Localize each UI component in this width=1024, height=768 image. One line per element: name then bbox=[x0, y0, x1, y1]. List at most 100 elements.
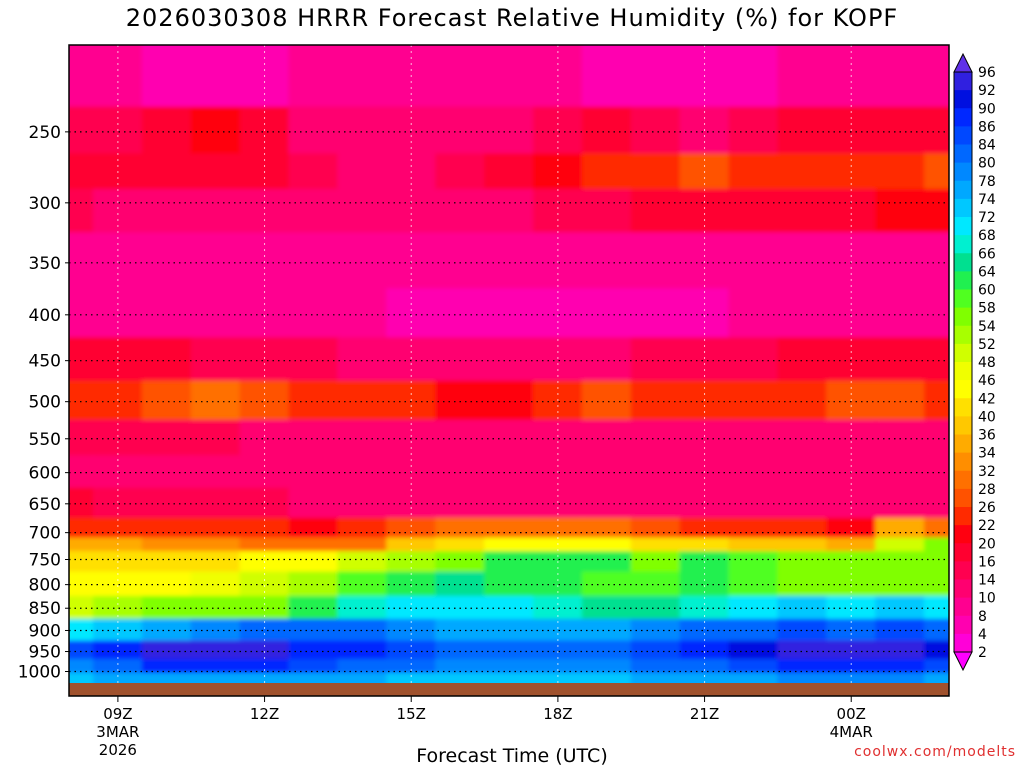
heatmap-cell bbox=[826, 419, 877, 457]
heatmap-cell bbox=[679, 672, 730, 683]
colorbar-segment bbox=[954, 434, 972, 454]
heatmap-cell bbox=[581, 517, 632, 539]
heatmap-cell bbox=[924, 380, 949, 421]
heatmap-cell bbox=[924, 419, 949, 457]
heatmap-cell bbox=[777, 517, 828, 539]
heatmap-cell bbox=[288, 153, 339, 190]
heatmap-cell bbox=[484, 153, 534, 190]
heatmap-cell bbox=[69, 380, 94, 421]
colorbar-label: 26 bbox=[978, 500, 996, 516]
heatmap-cell bbox=[435, 537, 486, 553]
heatmap-cell bbox=[875, 380, 926, 421]
heatmap-cell bbox=[337, 188, 388, 234]
heatmap-cell bbox=[777, 618, 828, 642]
colorbar-segment bbox=[954, 235, 972, 254]
heatmap-cell bbox=[777, 551, 828, 573]
heatmap-cell bbox=[435, 153, 486, 190]
colorbar-segment bbox=[954, 561, 972, 581]
colorbar-segment bbox=[954, 507, 972, 526]
heatmap-cell bbox=[141, 153, 192, 190]
credit-text[interactable]: coolwx.com/modelts bbox=[854, 744, 1016, 760]
colorbar-segment bbox=[954, 362, 972, 381]
x-tick-label: 18Z bbox=[543, 705, 572, 723]
colorbar-label: 86 bbox=[978, 119, 996, 135]
heatmap-cell bbox=[630, 153, 681, 190]
heatmap-cell bbox=[92, 45, 143, 108]
heatmap-cell bbox=[190, 188, 241, 234]
colorbar-segment bbox=[954, 398, 972, 417]
heatmap-cell bbox=[875, 188, 926, 234]
heatmap-cell bbox=[141, 455, 192, 489]
colorbar-label: 96 bbox=[978, 65, 996, 81]
colorbar-label: 28 bbox=[978, 482, 996, 498]
heatmap-cell bbox=[728, 153, 779, 190]
colorbar-top-arrow bbox=[953, 52, 973, 73]
y-tick-label: 750 bbox=[29, 551, 61, 571]
heatmap-cell bbox=[386, 45, 437, 108]
heatmap-cell bbox=[386, 517, 437, 539]
ground-strip bbox=[69, 683, 949, 696]
heatmap-cell bbox=[69, 640, 94, 661]
heatmap-cell bbox=[826, 672, 877, 683]
heatmap-cell bbox=[630, 672, 681, 683]
y-tick-label: 850 bbox=[29, 599, 61, 619]
heatmap-cell bbox=[630, 106, 681, 155]
heatmap-field bbox=[69, 45, 949, 683]
heatmap-cell bbox=[92, 618, 143, 642]
heatmap-cell bbox=[435, 455, 486, 489]
heatmap-cell bbox=[190, 45, 241, 108]
heatmap-cell bbox=[679, 640, 730, 661]
y-tick-label: 1000 bbox=[18, 662, 61, 682]
heatmap-cell bbox=[581, 487, 632, 519]
heatmap-cell bbox=[69, 455, 94, 489]
heatmap-cell bbox=[630, 45, 681, 108]
x-tick-label: 15Z bbox=[397, 705, 426, 723]
y-tick-label: 700 bbox=[29, 524, 61, 544]
heatmap-cell bbox=[679, 288, 730, 339]
heatmap-cell bbox=[875, 455, 926, 489]
heatmap-cell bbox=[337, 537, 388, 553]
heatmap-cell bbox=[630, 188, 681, 234]
heatmap-cell bbox=[337, 45, 388, 108]
colorbar-segment bbox=[954, 253, 972, 272]
y-tick-label: 250 bbox=[29, 123, 61, 143]
heatmap-cell bbox=[484, 232, 534, 290]
x-tick-date: 4MAR bbox=[830, 723, 873, 741]
heatmap-cell bbox=[69, 672, 94, 683]
heatmap-cell bbox=[532, 595, 583, 620]
heatmap-cell bbox=[728, 337, 779, 382]
colorbar-segment bbox=[954, 579, 972, 599]
heatmap-cell bbox=[581, 618, 632, 642]
heatmap-cell bbox=[728, 537, 779, 553]
colorbar-label: 4 bbox=[978, 627, 987, 643]
heatmap-cell bbox=[239, 640, 290, 661]
heatmap-cell bbox=[581, 337, 632, 382]
x-axis-title: Forecast Time (UTC) bbox=[416, 745, 608, 767]
colorbar-frame bbox=[953, 71, 973, 653]
colorbar-segment bbox=[954, 217, 972, 236]
heatmap-cell bbox=[69, 419, 94, 457]
heatmap-cell bbox=[630, 537, 681, 553]
colorbar-label: 48 bbox=[978, 355, 996, 371]
heatmap-cell bbox=[924, 45, 949, 108]
heatmap-cell bbox=[337, 106, 388, 155]
heatmap-cell bbox=[69, 232, 94, 290]
heatmap-cell bbox=[679, 618, 730, 642]
heatmap-cell bbox=[484, 640, 534, 661]
colorbar-segment bbox=[954, 597, 972, 617]
x-tick-label: 00Z bbox=[837, 705, 866, 723]
heatmap-cell bbox=[386, 419, 437, 457]
heatmap-cell bbox=[190, 672, 241, 683]
heatmap-cell bbox=[141, 188, 192, 234]
heatmap-cell bbox=[435, 419, 486, 457]
heatmap-cell bbox=[337, 595, 388, 620]
heatmap-cell bbox=[190, 537, 241, 553]
heatmap-cell bbox=[777, 595, 828, 620]
heatmap-cell bbox=[630, 551, 681, 573]
heatmap-cell bbox=[190, 153, 241, 190]
heatmap-cell bbox=[924, 618, 949, 642]
colorbar-segment bbox=[954, 307, 972, 327]
heatmap-cell bbox=[484, 537, 534, 553]
colorbar-label: 42 bbox=[978, 391, 996, 407]
